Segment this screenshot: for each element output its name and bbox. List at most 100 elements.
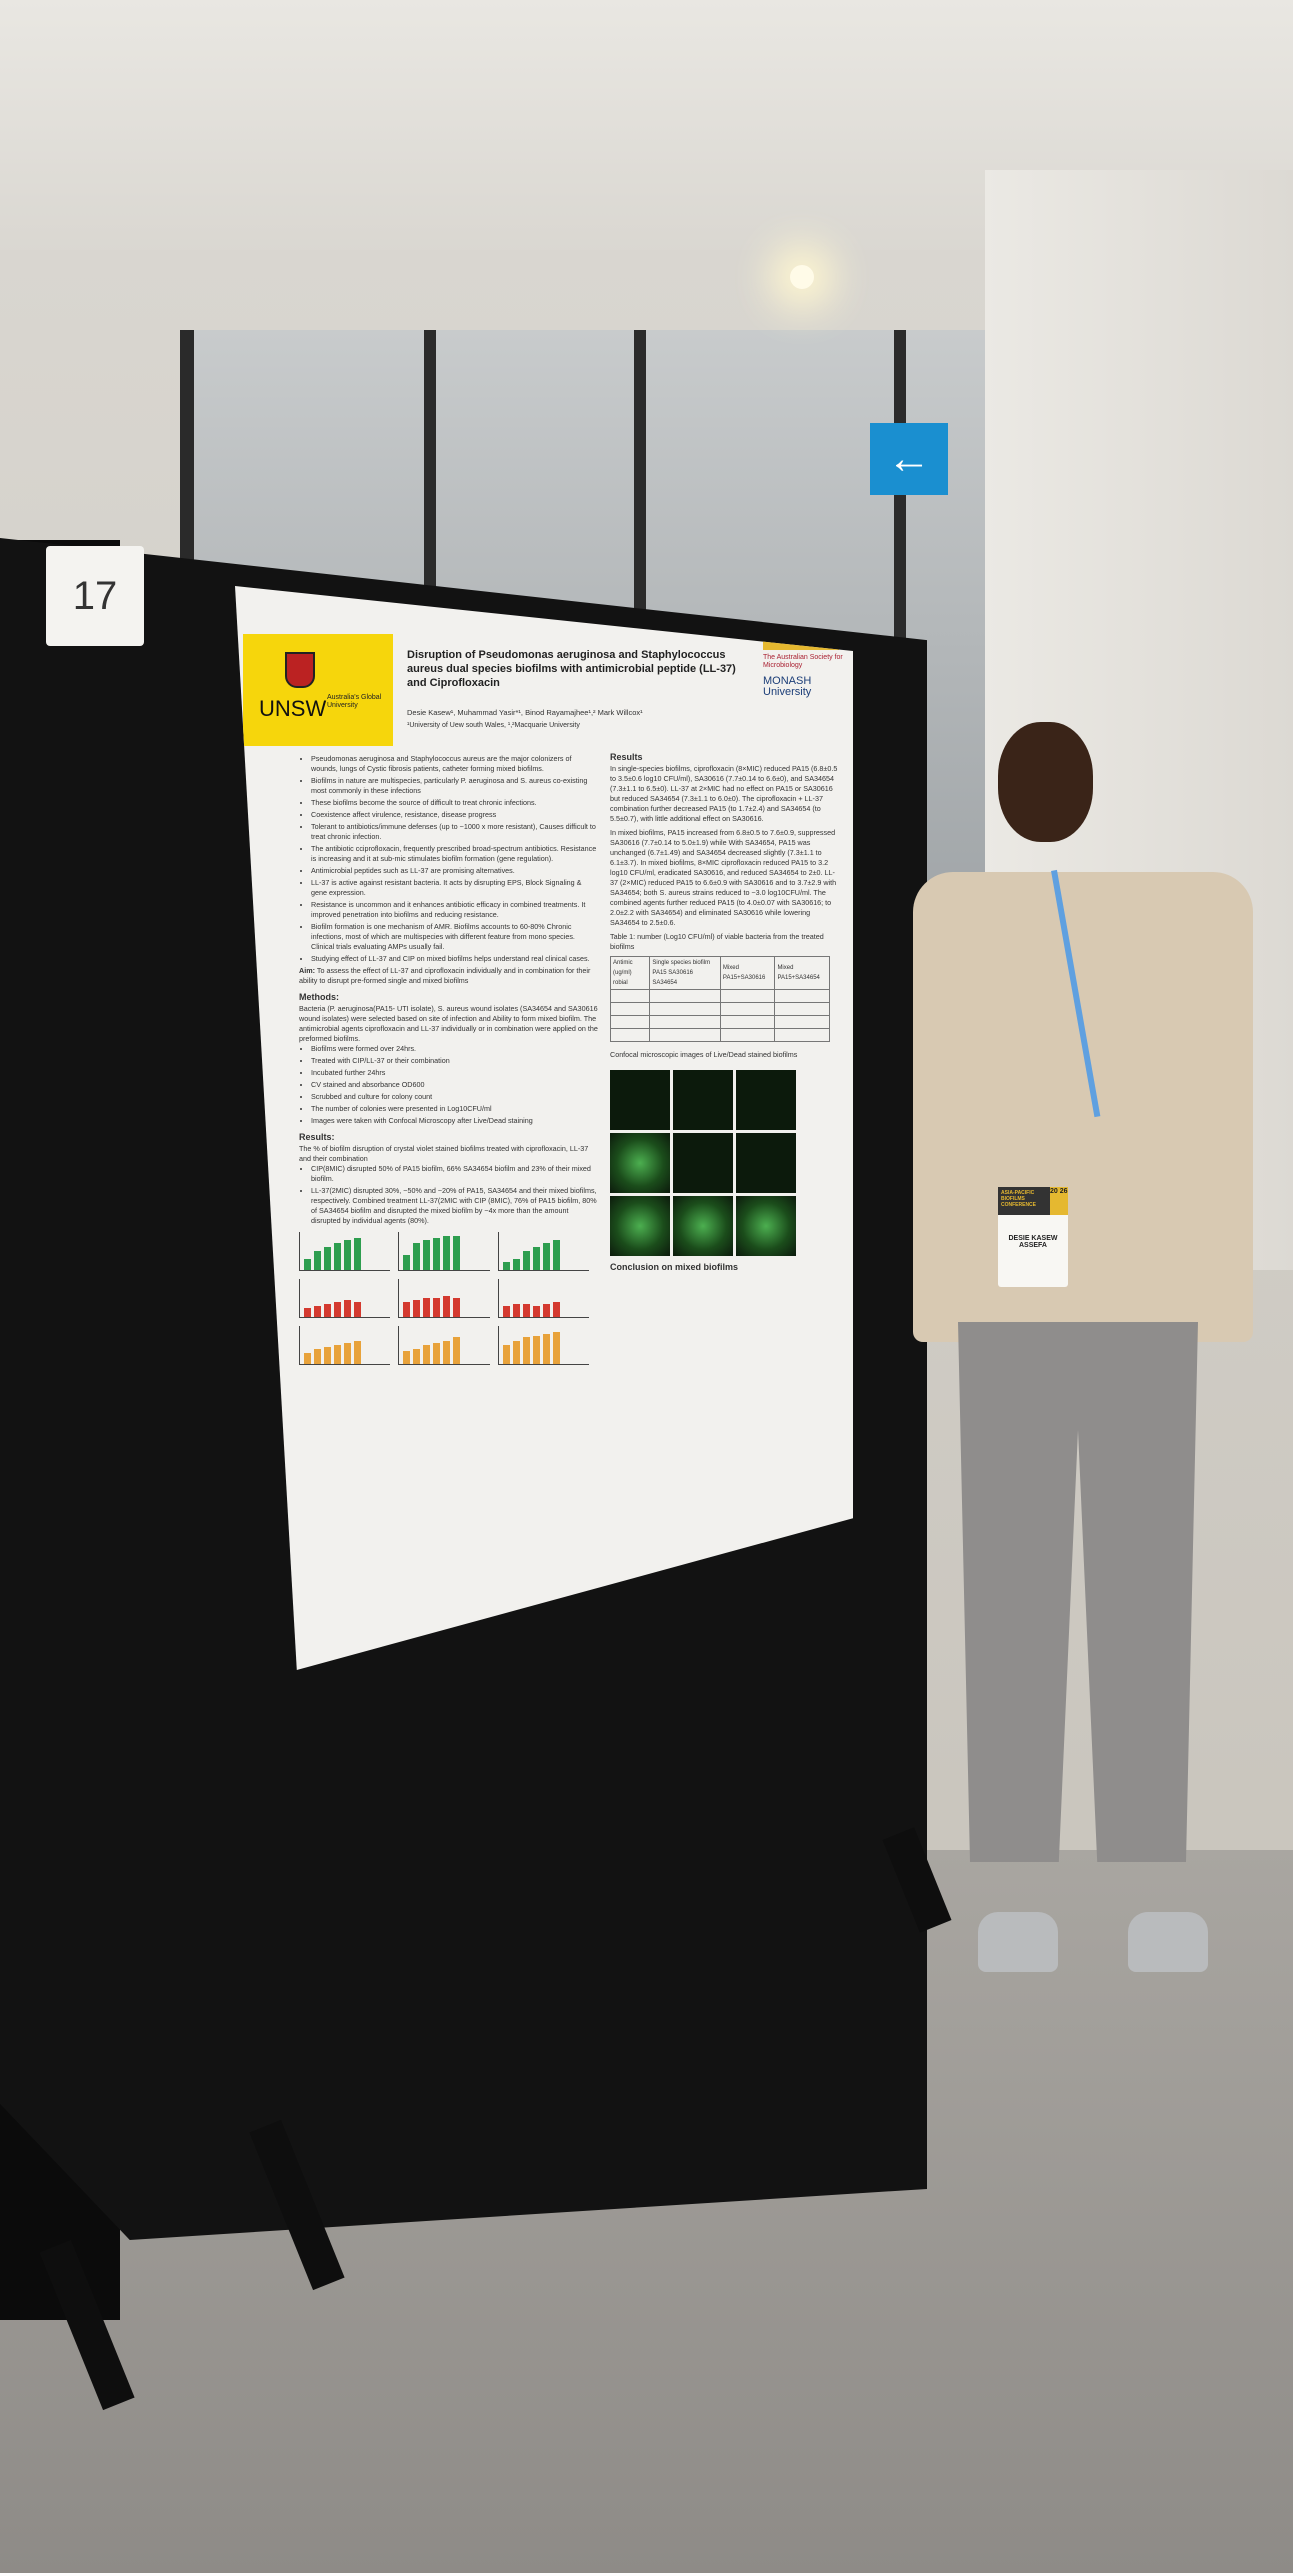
result-item: CIP(8MIC) disrupted 50% of PA15 biofilm,… xyxy=(311,1164,599,1184)
chart-bar xyxy=(403,1254,411,1270)
pants xyxy=(958,1322,1198,1862)
table-header-row: Antimic (ug/ml) robial Single species bi… xyxy=(609,956,830,990)
microscopy-image xyxy=(673,1196,733,1256)
mini-bar-chart xyxy=(299,1232,391,1271)
mini-bar-chart xyxy=(497,1326,589,1365)
method-item: Scrubbed and culture for colony count xyxy=(311,1092,599,1102)
intro-item: Antimicrobial peptides such as LL-37 are… xyxy=(311,866,599,876)
microscopy-image xyxy=(610,1196,670,1256)
chart-bar xyxy=(542,1243,550,1270)
intro-item: Coexistence affect virulence, resistance… xyxy=(311,810,599,820)
chart-bar xyxy=(403,1350,411,1364)
shirt xyxy=(913,872,1253,1342)
table-row xyxy=(609,1028,830,1042)
intro-item: Resistance is uncommon and it enhances a… xyxy=(311,900,599,920)
intro-item: Biofilm formation is one mechanism of AM… xyxy=(311,922,599,952)
microscopy-image xyxy=(736,1070,796,1130)
method-item: Images were taken with Confocal Microsco… xyxy=(311,1116,599,1126)
chart-bar xyxy=(443,1296,451,1317)
poster-authors: Desie Kasew¹, Muhammad Yasir*¹, Binod Ra… xyxy=(407,708,643,717)
chart-bar xyxy=(344,1343,351,1364)
unsw-logo: UNSW Australia's Global University xyxy=(243,634,393,746)
chart-bar xyxy=(522,1303,530,1317)
board-number-card: 17 xyxy=(46,546,144,646)
chart-bar xyxy=(334,1243,341,1270)
intro-item: The antibiotic cciprofloxacin, frequentl… xyxy=(311,844,599,864)
results-paragraph: In single-species biofilms, ciprofloxaci… xyxy=(610,764,838,823)
microscopy-image xyxy=(610,1133,670,1193)
mini-bar-chart xyxy=(497,1232,589,1271)
table-header-cell: Mixed PA15+SA30616 xyxy=(719,956,776,990)
chart-bar xyxy=(423,1239,431,1270)
chart-bar xyxy=(324,1247,331,1270)
table-header-cell: Mixed PA15+SA34654 xyxy=(774,956,830,990)
intro-list: Pseudomonas aeruginosa and Staphylococcu… xyxy=(299,754,599,964)
badge-year: 20 26 xyxy=(1050,1187,1068,1215)
chart-bar xyxy=(314,1251,321,1270)
chart-bar xyxy=(354,1341,361,1364)
chart-bar xyxy=(314,1348,321,1364)
chart-bar xyxy=(433,1237,441,1270)
chart-bar xyxy=(354,1237,361,1270)
intro-item: LL-37 is active against resistant bacter… xyxy=(311,878,599,898)
chart-bar xyxy=(512,1341,520,1364)
table-caption: Table 1: number (Log10 CFU/ml) of viable… xyxy=(610,932,824,951)
aim-label: Aim: xyxy=(299,966,315,975)
method-item: Treated with CIP/LL-37 or their combinat… xyxy=(311,1056,599,1066)
head xyxy=(998,722,1093,842)
methods-intro: Bacteria (P. aeruginosa(PA15- UTI isolat… xyxy=(299,1004,598,1043)
name-badge: ASIA-PACIFIC BIOFILMS CONFERENCE 20 26 D… xyxy=(998,1187,1068,1287)
chart-bar xyxy=(403,1301,411,1317)
mini-bar-chart xyxy=(398,1279,490,1318)
research-poster: UNSW Australia's Global University Disru… xyxy=(235,586,853,1670)
chart-bar xyxy=(532,1335,540,1364)
chart-bar xyxy=(552,1301,560,1317)
microscopy-image xyxy=(610,1070,670,1130)
society-logo: The Australian Society for Microbiology xyxy=(763,654,843,669)
mini-bar-chart xyxy=(497,1279,589,1318)
chart-bar xyxy=(413,1348,421,1364)
chart-bar xyxy=(502,1345,510,1364)
chart-bar xyxy=(324,1346,331,1364)
chart-bar xyxy=(314,1305,321,1317)
chart-bar xyxy=(433,1343,441,1364)
chart-bar xyxy=(334,1345,341,1364)
chart-bar xyxy=(304,1352,311,1364)
results-left-intro: The % of biofilm disruption of crystal v… xyxy=(299,1144,589,1163)
intro-item: Pseudomonas aeruginosa and Staphylococcu… xyxy=(311,754,599,774)
aim-text: To assess the effect of LL-37 and ciprof… xyxy=(299,966,591,985)
chart-bar xyxy=(304,1307,311,1317)
shoe xyxy=(978,1912,1058,1972)
methods-list: Biofilms were formed over 24hrs. Treated… xyxy=(299,1044,599,1126)
chart-bar xyxy=(423,1298,431,1317)
mini-bar-chart xyxy=(398,1232,490,1271)
results-paragraph: In mixed biofilms, PA15 increased from 6… xyxy=(610,828,837,927)
chart-bar xyxy=(552,1331,560,1364)
mini-bar-chart xyxy=(299,1326,391,1365)
chart-bar xyxy=(453,1298,461,1317)
poster-left-column: Pseudomonas aeruginosa and Staphylococcu… xyxy=(299,754,599,1365)
chart-bar xyxy=(423,1345,431,1364)
poster-title: Disruption of Pseudomonas aeruginosa and… xyxy=(407,649,736,689)
methods-heading: Methods: xyxy=(299,992,339,1002)
method-item: Incubated further 24hrs xyxy=(311,1068,599,1078)
badge-header: ASIA-PACIFIC BIOFILMS CONFERENCE 20 26 xyxy=(998,1187,1068,1215)
microscopy-caption: Confocal microscopic images of Live/Dead… xyxy=(610,1050,798,1059)
mini-bar-chart xyxy=(398,1326,490,1365)
results-left-heading: Results: xyxy=(299,1132,335,1142)
unsw-wordmark: UNSW xyxy=(259,696,327,721)
monash-logo: MONASH University xyxy=(763,675,812,698)
chart-bar xyxy=(413,1299,421,1317)
microscopy-image xyxy=(673,1133,733,1193)
poster-right-column: Results In single-species biofilms, cipr… xyxy=(609,746,840,1274)
chart-bar xyxy=(443,1341,451,1364)
table-row xyxy=(609,1002,830,1016)
chart-bar xyxy=(522,1251,530,1270)
chart-bar xyxy=(542,1333,550,1364)
chart-bar xyxy=(512,1258,520,1270)
result-item: LL-37(2MIC) disrupted 30%, ~50% and ~20%… xyxy=(311,1186,599,1226)
chart-bar xyxy=(304,1258,311,1270)
chart-bar xyxy=(354,1301,361,1317)
results-left-list: CIP(8MIC) disrupted 50% of PA15 biofilm,… xyxy=(299,1164,599,1226)
shoe xyxy=(1128,1912,1208,1972)
